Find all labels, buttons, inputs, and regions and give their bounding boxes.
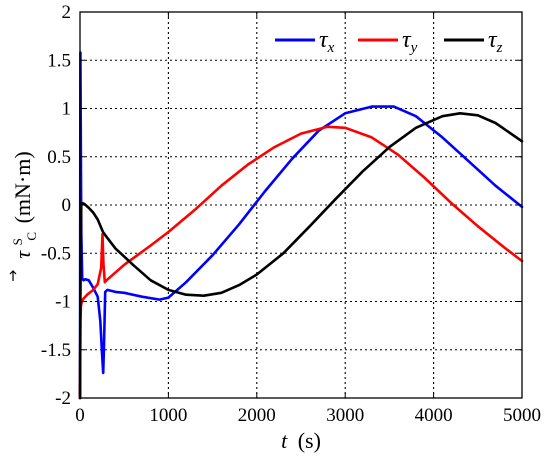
x-tick-label: 1000 xyxy=(149,405,187,426)
y-axis-symbol: τ xyxy=(10,250,35,259)
y-tick-label: 0.5 xyxy=(47,147,71,168)
y-tick-label: -0.5 xyxy=(41,243,71,264)
vector-arrow-mark xyxy=(9,270,17,281)
y-tick-label: 1 xyxy=(62,99,72,120)
x-tick-labels: 0 1000 2000 3000 4000 5000 xyxy=(75,405,541,426)
y-axis-subscript: C xyxy=(24,232,39,241)
legend: τx τy τz xyxy=(275,27,503,56)
x-axis-unit: (s) xyxy=(298,428,321,453)
y-axis-vector-arrow xyxy=(9,270,17,281)
series-layer xyxy=(78,51,524,400)
tick-marks xyxy=(79,11,523,399)
legend-label-x: τx xyxy=(319,27,335,56)
series-line-z xyxy=(78,112,524,400)
legend-label-y: τy xyxy=(402,27,418,56)
y-tick-label: -2 xyxy=(55,388,71,409)
y-axis-unit: (mN·m) xyxy=(10,151,35,223)
x-tick-label: 2000 xyxy=(238,405,276,426)
y-tick-label: -1 xyxy=(55,292,71,313)
x-tick-label: 0 xyxy=(75,405,85,426)
y-axis-superscript: S xyxy=(10,238,25,245)
y-tick-labels: -2 -1.5 -1 -0.5 0 0.5 1 1.5 2 xyxy=(41,2,71,409)
x-axis-variable: t xyxy=(281,428,288,453)
legend-label-z: τz xyxy=(488,27,503,56)
x-tick-label: 4000 xyxy=(415,405,453,426)
x-tick-label: 5000 xyxy=(503,405,541,426)
y-tick-label: 0 xyxy=(62,195,72,216)
y-tick-label: 1.5 xyxy=(47,50,71,71)
series-line-y xyxy=(78,125,524,400)
y-tick-label: -1.5 xyxy=(41,340,71,361)
x-tick-label: 3000 xyxy=(326,405,364,426)
series-line-x xyxy=(78,51,524,400)
y-axis-label: τ S C (mN·m) xyxy=(2,151,41,258)
y-tick-label: 2 xyxy=(62,2,72,23)
grid-layer xyxy=(80,12,522,398)
x-axis-label: t (s) xyxy=(281,428,321,453)
